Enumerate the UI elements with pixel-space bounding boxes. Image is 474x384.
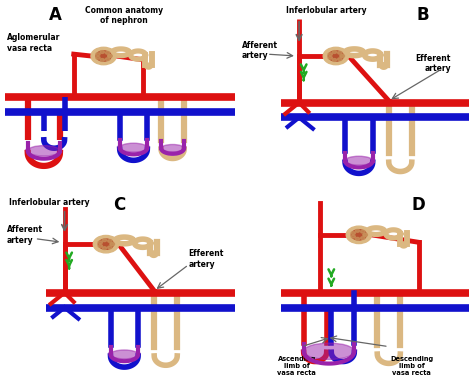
Ellipse shape <box>328 56 332 59</box>
Text: Efferent
artery: Efferent artery <box>189 249 224 269</box>
Ellipse shape <box>346 226 372 243</box>
Ellipse shape <box>28 146 60 156</box>
Ellipse shape <box>98 241 102 244</box>
Ellipse shape <box>161 144 184 152</box>
Ellipse shape <box>351 232 356 235</box>
Ellipse shape <box>361 237 365 240</box>
Ellipse shape <box>328 51 344 61</box>
Ellipse shape <box>110 243 114 246</box>
Ellipse shape <box>110 243 114 246</box>
Ellipse shape <box>96 51 111 61</box>
Ellipse shape <box>363 233 367 236</box>
Ellipse shape <box>108 55 112 58</box>
Ellipse shape <box>102 247 107 250</box>
Text: Aglomerular
vasa recta: Aglomerular vasa recta <box>7 33 60 53</box>
Ellipse shape <box>337 51 342 54</box>
Ellipse shape <box>100 59 104 61</box>
Text: B: B <box>417 6 429 24</box>
Ellipse shape <box>98 239 113 249</box>
Text: C: C <box>114 196 126 214</box>
Ellipse shape <box>108 240 112 242</box>
Ellipse shape <box>93 235 118 253</box>
Text: Descending
limb of
vasa recta: Descending limb of vasa recta <box>390 356 433 376</box>
Ellipse shape <box>355 237 360 240</box>
Ellipse shape <box>108 55 112 58</box>
Ellipse shape <box>110 350 138 359</box>
Ellipse shape <box>332 59 337 61</box>
Ellipse shape <box>100 51 104 53</box>
Ellipse shape <box>355 229 360 232</box>
Ellipse shape <box>304 343 354 359</box>
Ellipse shape <box>363 233 367 236</box>
Ellipse shape <box>98 245 102 247</box>
Ellipse shape <box>91 47 116 65</box>
Ellipse shape <box>345 156 373 165</box>
Text: Inferlobular artery: Inferlobular artery <box>9 198 90 207</box>
Text: Common anatomy
of nephron: Common anatomy of nephron <box>85 6 164 25</box>
Ellipse shape <box>351 235 356 238</box>
Text: Afferent
artery: Afferent artery <box>242 41 278 60</box>
Ellipse shape <box>108 246 112 249</box>
Ellipse shape <box>96 56 100 59</box>
Ellipse shape <box>105 58 110 61</box>
Ellipse shape <box>340 55 345 58</box>
Text: A: A <box>49 6 62 24</box>
Text: Afferent
artery: Afferent artery <box>7 225 43 245</box>
Text: Efferent
artery: Efferent artery <box>416 54 451 73</box>
Text: D: D <box>412 196 426 214</box>
Ellipse shape <box>323 47 348 65</box>
Ellipse shape <box>105 51 110 54</box>
Ellipse shape <box>120 143 147 152</box>
Ellipse shape <box>337 58 342 61</box>
Text: Inferlobular artery: Inferlobular artery <box>286 6 367 15</box>
Ellipse shape <box>102 239 107 242</box>
Ellipse shape <box>351 230 366 240</box>
Ellipse shape <box>332 51 337 53</box>
Ellipse shape <box>96 53 100 56</box>
Ellipse shape <box>340 55 345 58</box>
Text: Ascending
limb of
vasa recta: Ascending limb of vasa recta <box>277 356 316 376</box>
Ellipse shape <box>328 53 332 56</box>
Ellipse shape <box>361 230 365 233</box>
